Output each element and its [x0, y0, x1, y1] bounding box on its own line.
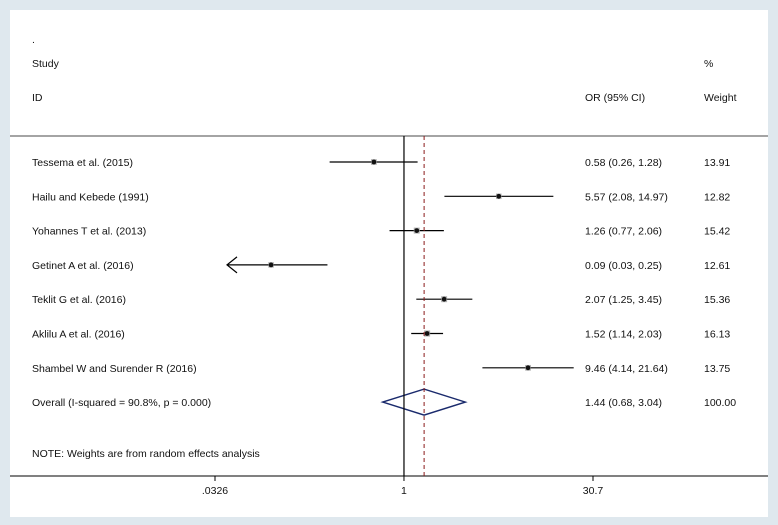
header-weight: Weight — [704, 92, 737, 104]
study-label: Yohannes T et al. (2013) — [32, 226, 146, 238]
point-estimate — [424, 331, 430, 336]
ci-text: 2.07 (1.25, 3.45) — [585, 294, 662, 306]
ci-arrow-left — [226, 256, 238, 274]
dot-mark: . — [32, 34, 35, 46]
overall-diamond — [380, 388, 468, 416]
point-estimate — [371, 159, 377, 165]
weight-text: 13.75 — [704, 363, 730, 375]
ci-text: 0.09 (0.03, 0.25) — [585, 260, 662, 272]
study-rows: Tessema et al. (2015) 0.58 (0.26, 1.28) 13… — [32, 157, 736, 416]
header-study: Study — [32, 58, 60, 70]
weight-text: 13.91 — [704, 157, 730, 169]
weight-text: 15.42 — [704, 226, 730, 238]
overall-ci-text: 1.44 (0.68, 3.04) — [585, 397, 662, 409]
overall-row: Overall (I-squared = 90.8%, p = 0.000) 1.… — [32, 388, 736, 416]
header-id: ID — [32, 92, 43, 104]
weight-text: 15.36 — [704, 294, 730, 306]
weight-text: 12.82 — [704, 191, 730, 203]
weight-text: 12.61 — [704, 260, 730, 272]
study-row: Getinet A et al. (2016) 0.09 (0.03, 0.25)… — [32, 256, 730, 274]
point-estimate — [268, 262, 274, 268]
ci-text: 1.26 (0.77, 2.06) — [585, 226, 662, 238]
forest-plot: . Study ID OR (95% CI) % Weight Tessema … — [10, 34, 768, 497]
weight-text: 16.13 — [704, 329, 730, 341]
study-row: Tessema et al. (2015) 0.58 (0.26, 1.28) 13… — [32, 157, 730, 169]
point-estimate — [496, 193, 502, 199]
ci-text: 0.58 (0.26, 1.28) — [585, 157, 662, 169]
ci-text: 1.52 (1.14, 2.03) — [585, 329, 662, 341]
study-label: Tessema et al. (2015) — [32, 157, 133, 169]
x-tick-label: 30.7 — [583, 485, 604, 497]
x-axis: .0326 1 30.7 — [10, 475, 768, 497]
overall-weight-text: 100.00 — [704, 397, 736, 409]
study-row: Aklilu A et al. (2016) 1.52 (1.14, 2.03) 1… — [32, 329, 730, 341]
point-estimate — [441, 296, 447, 302]
header-pct: % — [704, 58, 713, 70]
point-estimate — [414, 228, 420, 234]
x-tick-label: .0326 — [202, 485, 228, 497]
point-estimate — [525, 365, 531, 371]
weights-note: NOTE: Weights are from random effects an… — [32, 448, 260, 460]
study-label: Getinet A et al. (2016) — [32, 260, 134, 272]
study-row: Yohannes T et al. (2013) 1.26 (0.77, 2.06… — [32, 226, 730, 238]
study-label: Aklilu A et al. (2016) — [32, 329, 125, 341]
x-tick-label: 1 — [401, 485, 407, 497]
study-row: Teklit G et al. (2016) 2.07 (1.25, 3.45) 1… — [32, 294, 730, 306]
plot-area: . Study ID OR (95% CI) % Weight Tessema … — [10, 10, 768, 517]
overall-label: Overall (I-squared = 90.8%, p = 0.000) — [32, 397, 211, 409]
study-label: Teklit G et al. (2016) — [32, 294, 126, 306]
study-label: Shambel W and Surender R (2016) — [32, 363, 197, 375]
ci-text: 5.57 (2.08, 14.97) — [585, 191, 668, 203]
study-label: Hailu and Kebede (1991) — [32, 191, 149, 203]
study-row: Hailu and Kebede (1991) 5.57 (2.08, 14.97… — [32, 191, 730, 203]
header-or: OR (95% CI) — [585, 92, 645, 104]
study-row: Shambel W and Surender R (2016) 9.46 (4.1… — [32, 363, 730, 375]
ci-text: 9.46 (4.14, 21.64) — [585, 363, 668, 375]
